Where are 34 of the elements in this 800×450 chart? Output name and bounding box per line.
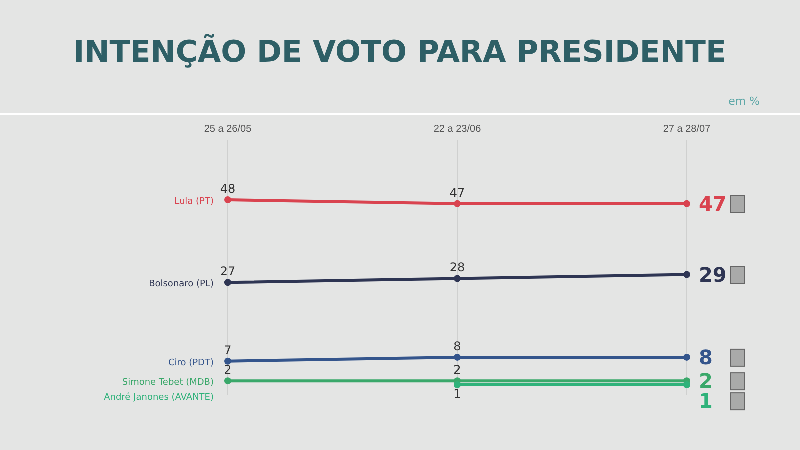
data-label: 48: [220, 182, 236, 196]
chart-subtitle: em %: [728, 95, 760, 108]
data-label: 2: [224, 363, 232, 378]
data-label: 2: [454, 363, 462, 378]
data-label: 1: [454, 387, 462, 401]
data-label: 47: [450, 186, 466, 200]
point: [684, 271, 690, 278]
x-tick-label: 22 a 23/06: [434, 124, 482, 135]
point: [454, 200, 461, 208]
x-tick-label: 25 a 26/05: [204, 124, 252, 135]
data-label: 27: [220, 264, 236, 279]
point: [454, 354, 461, 361]
series-label: Simone Tebet (MDB): [122, 378, 214, 388]
data-label: 7: [224, 343, 232, 358]
text: André Janones (AVANTE): [104, 392, 214, 404]
chart-title: INTENÇÃO DE VOTO PARA PRESIDENTE: [74, 34, 726, 70]
point: [684, 354, 690, 361]
data-label: 28: [450, 260, 466, 275]
series-label: Bolsonaro (PL): [149, 280, 214, 290]
data-label: 47: [699, 192, 727, 216]
series-label: Ciro (PDT): [168, 358, 214, 368]
point: [224, 279, 232, 286]
point: [684, 382, 690, 388]
point: [454, 382, 461, 388]
data-label: 8: [699, 345, 713, 370]
series-label: Lula (PT): [174, 197, 214, 207]
data-label: 8: [454, 339, 462, 354]
x-tick-label: 27 a 28/07: [663, 124, 712, 135]
point: [454, 275, 461, 282]
point: [684, 200, 690, 208]
data-label: 29: [699, 262, 727, 287]
point: [224, 358, 232, 365]
point: [224, 196, 232, 204]
point: [224, 378, 232, 385]
